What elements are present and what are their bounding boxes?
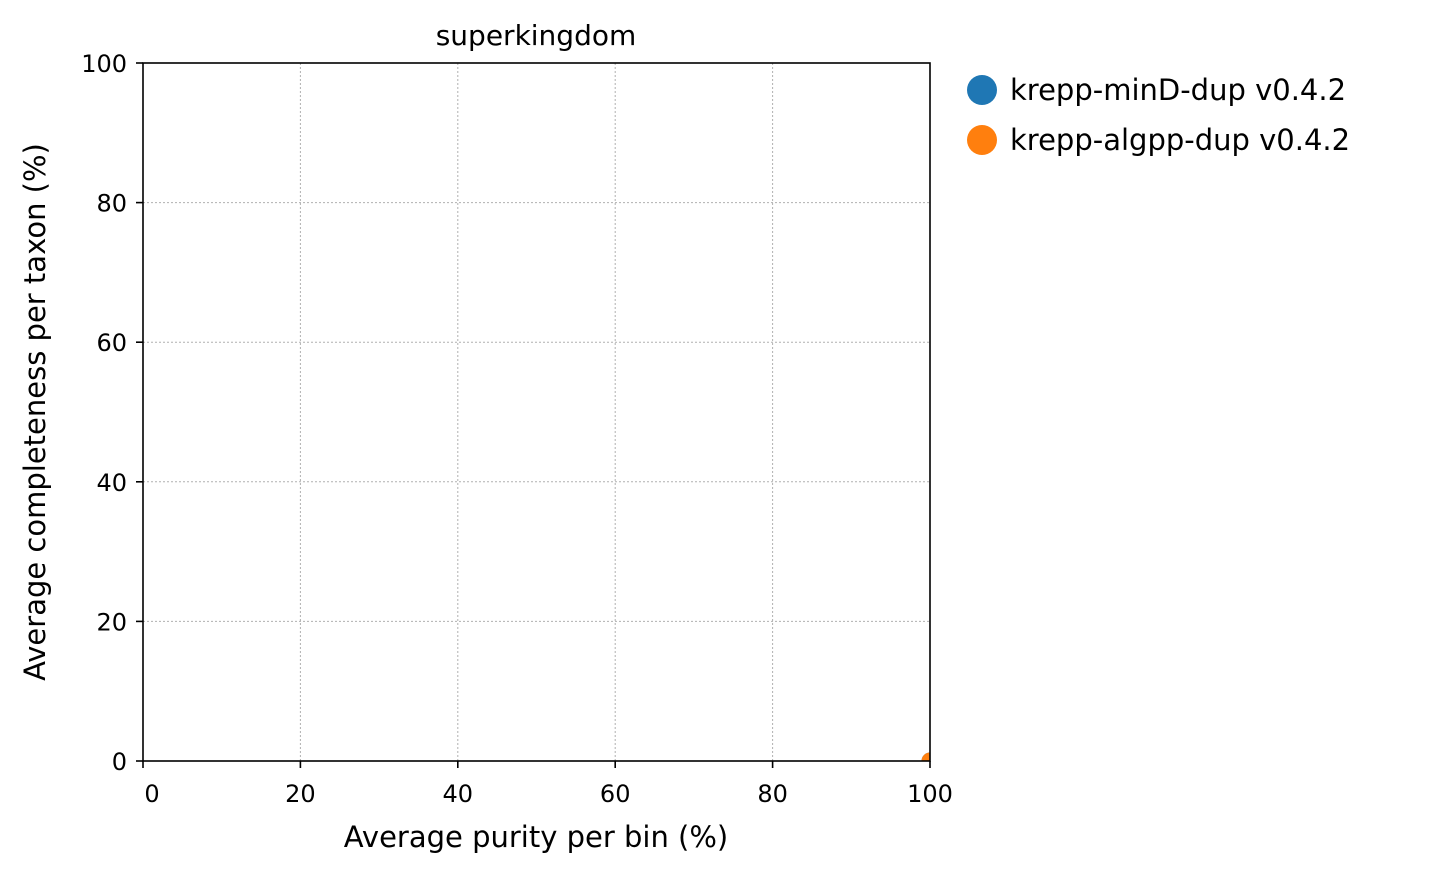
x-tick-label: 100 [907, 780, 953, 808]
x-tick-label: 20 [285, 780, 316, 808]
axis-ticks: 0 20 40 60 80 100 0 20 40 60 80 100 [81, 50, 953, 808]
x-tick-label: 80 [757, 780, 788, 808]
plot-frame [142, 62, 931, 762]
x-tick-label: 60 [600, 780, 631, 808]
data-point [921, 752, 930, 761]
y-tick-label: 60 [96, 329, 127, 357]
legend-marker [967, 75, 997, 105]
legend-marker [967, 125, 997, 155]
y-tick-label: 0 [112, 748, 127, 776]
data-points [921, 752, 930, 761]
y-tick-label: 80 [96, 190, 127, 218]
x-axis-label: Average purity per bin (%) [344, 820, 728, 854]
x-tick-label: 0 [144, 780, 159, 808]
y-tick-label: 20 [96, 608, 127, 636]
legend-label: krepp-minD-dup v0.4.2 [1010, 73, 1346, 107]
legend-label: krepp-algpp-dup v0.4.2 [1010, 123, 1350, 157]
x-tick-label: 40 [443, 780, 474, 808]
y-axis-label: Average completeness per taxon (%) [18, 143, 52, 681]
legend: krepp-minD-dup v0.4.2 krepp-algpp-dup v0.… [967, 73, 1350, 157]
grid [142, 62, 931, 762]
y-tick-label: 100 [81, 50, 127, 78]
y-tick-label: 40 [96, 469, 127, 497]
chart-title: superkingdom [436, 19, 637, 52]
